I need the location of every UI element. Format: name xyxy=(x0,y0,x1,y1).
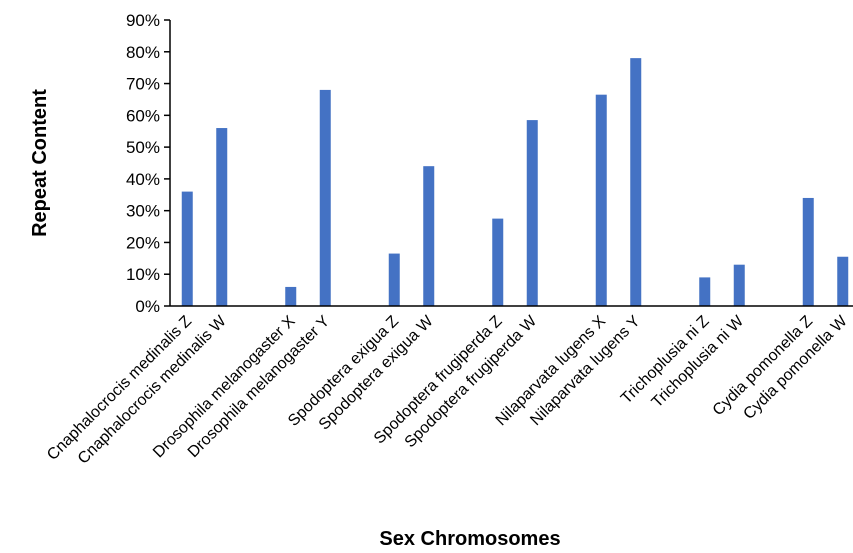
bar xyxy=(216,128,228,306)
bar xyxy=(733,264,745,306)
bar xyxy=(492,218,504,306)
bar xyxy=(285,286,297,306)
y-tick-label: 0% xyxy=(135,297,160,316)
y-tick-label: 20% xyxy=(126,233,160,252)
bars xyxy=(181,58,849,307)
y-tick-label: 70% xyxy=(126,75,160,94)
y-tick-label: 90% xyxy=(126,11,160,30)
y-tick-label: 60% xyxy=(126,106,160,125)
y-axis-ticks: 0% 10% 20% 30% 40% 50% 60% 70% 80% 90% xyxy=(126,11,170,316)
bar xyxy=(181,191,193,306)
bar xyxy=(526,120,538,306)
bar xyxy=(595,94,607,306)
bar xyxy=(319,89,331,307)
bar xyxy=(630,58,642,307)
bar xyxy=(699,277,711,306)
bar xyxy=(837,256,849,306)
y-tick-label: 40% xyxy=(126,170,160,189)
y-tick-label: 30% xyxy=(126,202,160,221)
bar xyxy=(802,197,814,306)
x-axis-title: Sex Chromosomes xyxy=(379,528,560,550)
y-tick-label: 50% xyxy=(126,138,160,157)
y-axis-title: Repeat Content xyxy=(29,89,51,237)
x-axis-category-labels: Cnaphalocrocis medinalis ZCnaphalocrocis… xyxy=(44,312,851,467)
y-tick-label: 80% xyxy=(126,43,160,62)
bar xyxy=(423,166,435,306)
bar xyxy=(388,253,400,306)
y-tick-label: 10% xyxy=(126,265,160,284)
